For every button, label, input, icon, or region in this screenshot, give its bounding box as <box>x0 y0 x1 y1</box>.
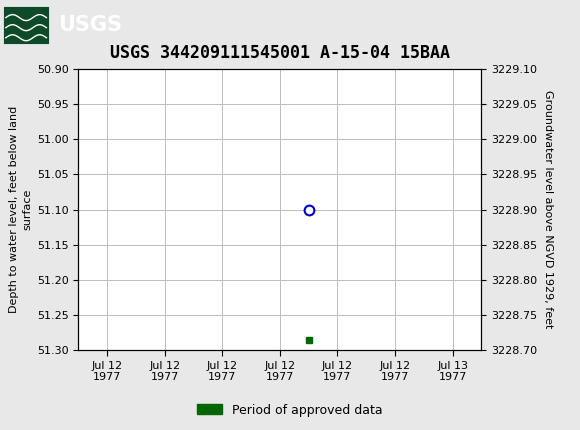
Bar <box>3 6 49 44</box>
Y-axis label: Depth to water level, feet below land
surface: Depth to water level, feet below land su… <box>9 106 32 313</box>
Text: USGS: USGS <box>58 15 122 35</box>
Title: USGS 344209111545001 A-15-04 15BAA: USGS 344209111545001 A-15-04 15BAA <box>110 44 450 61</box>
Legend: Period of approved data: Period of approved data <box>192 399 388 421</box>
Y-axis label: Groundwater level above NGVD 1929, feet: Groundwater level above NGVD 1929, feet <box>543 90 553 329</box>
